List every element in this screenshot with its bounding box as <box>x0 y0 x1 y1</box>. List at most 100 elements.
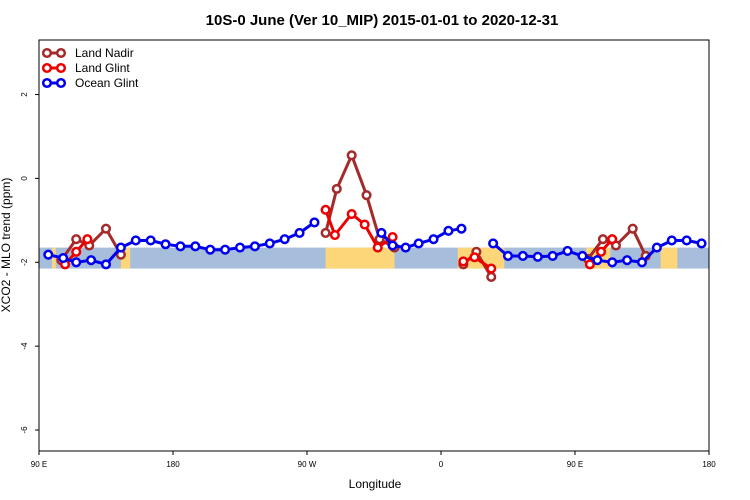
series-land-glint <box>60 204 618 274</box>
data-point <box>71 246 82 257</box>
data-point <box>584 259 595 270</box>
data-point <box>234 242 246 253</box>
legend-item: Ocean Glint <box>41 76 139 90</box>
y-tick-label: 2 <box>20 92 29 97</box>
land-region <box>120 247 131 269</box>
x-tick-label: 90 W <box>298 460 317 469</box>
legend-marker <box>55 47 67 59</box>
legend-item: Land Nadir <box>41 46 134 60</box>
data-point <box>387 240 398 251</box>
data-point <box>361 190 372 201</box>
axis-ticks: 90 E 180 90 W 0 90 E 180 2 0 -2 -4 -6 <box>20 92 716 469</box>
data-point <box>376 227 387 238</box>
data-point <box>636 257 648 268</box>
x-tick-label: 180 <box>702 460 716 469</box>
data-point <box>220 244 231 255</box>
data-point <box>115 242 126 253</box>
data-point <box>346 208 357 220</box>
x-tick-label: 0 <box>439 460 444 469</box>
data-point <box>331 183 342 194</box>
data-point <box>58 253 69 264</box>
data-point <box>502 250 514 262</box>
data-point <box>666 235 677 246</box>
data-point <box>320 227 331 238</box>
data-point <box>249 241 260 252</box>
data-point <box>130 235 141 246</box>
series-ocean-glint <box>43 217 707 270</box>
data-point <box>372 242 383 253</box>
data-point <box>43 249 54 260</box>
data-point <box>190 241 201 252</box>
legend-label: Land Glint <box>75 61 130 75</box>
data-point <box>320 204 331 215</box>
y-tick-label: -4 <box>20 342 29 350</box>
data-point <box>160 239 171 250</box>
data-point <box>596 246 607 257</box>
data-series <box>43 150 707 283</box>
legend-marker <box>41 62 53 74</box>
chart-title: 10S-0 June (Ver 10_MIP) 2015-01-01 to 20… <box>206 12 559 29</box>
data-point <box>387 232 398 243</box>
data-point <box>607 257 618 268</box>
data-point <box>458 256 469 267</box>
data-point <box>627 223 638 234</box>
x-tick-label: 90 E <box>567 460 583 469</box>
data-point <box>175 241 186 252</box>
y-tick-label: -2 <box>20 258 29 266</box>
data-point <box>532 251 543 262</box>
data-point <box>517 250 528 262</box>
data-point <box>359 219 370 230</box>
data-point <box>329 229 340 241</box>
legend-marker <box>55 62 67 74</box>
data-point <box>86 255 97 266</box>
data-point <box>400 242 411 253</box>
data-point <box>592 255 603 266</box>
legend-marker <box>55 77 67 89</box>
x-tick-label: 90 E <box>31 460 47 469</box>
data-point <box>82 234 93 245</box>
data-point <box>428 234 439 245</box>
x-tick-label: 180 <box>166 460 180 469</box>
data-point <box>681 235 692 246</box>
legend-label: Ocean Glint <box>75 76 139 90</box>
data-point <box>294 227 305 238</box>
data-point <box>469 252 480 263</box>
data-point <box>145 235 156 246</box>
data-point <box>651 242 662 253</box>
data-point <box>456 223 467 234</box>
y-tick-label: -6 <box>20 426 29 434</box>
data-point <box>696 238 707 249</box>
data-point <box>443 225 454 236</box>
land-region <box>52 247 56 269</box>
x-axis-label: Longitude <box>349 477 402 491</box>
data-point <box>562 245 573 257</box>
data-point <box>100 259 112 270</box>
data-point <box>100 223 112 234</box>
data-point <box>264 238 275 249</box>
legend-marker <box>41 77 53 89</box>
data-point <box>413 238 424 249</box>
data-point <box>547 250 558 262</box>
y-axis-label: XCO2 - MLO trend (ppm) <box>0 178 13 313</box>
legend-label: Land Nadir <box>75 46 134 60</box>
land-region <box>325 247 395 269</box>
data-point <box>309 217 320 228</box>
data-point <box>488 238 499 249</box>
plot-frame <box>38 39 710 452</box>
data-point <box>486 263 497 274</box>
legend-item: Land Glint <box>41 61 130 75</box>
data-point <box>607 234 618 245</box>
data-point <box>486 271 497 283</box>
data-point <box>205 244 216 255</box>
data-point <box>71 257 82 268</box>
data-point <box>279 234 290 245</box>
data-point <box>622 255 633 266</box>
data-point <box>577 250 588 262</box>
data-point <box>597 234 608 245</box>
y-tick-label: 0 <box>20 176 29 181</box>
land-region <box>660 247 678 269</box>
legend-marker <box>41 47 53 59</box>
data-point <box>346 150 357 161</box>
